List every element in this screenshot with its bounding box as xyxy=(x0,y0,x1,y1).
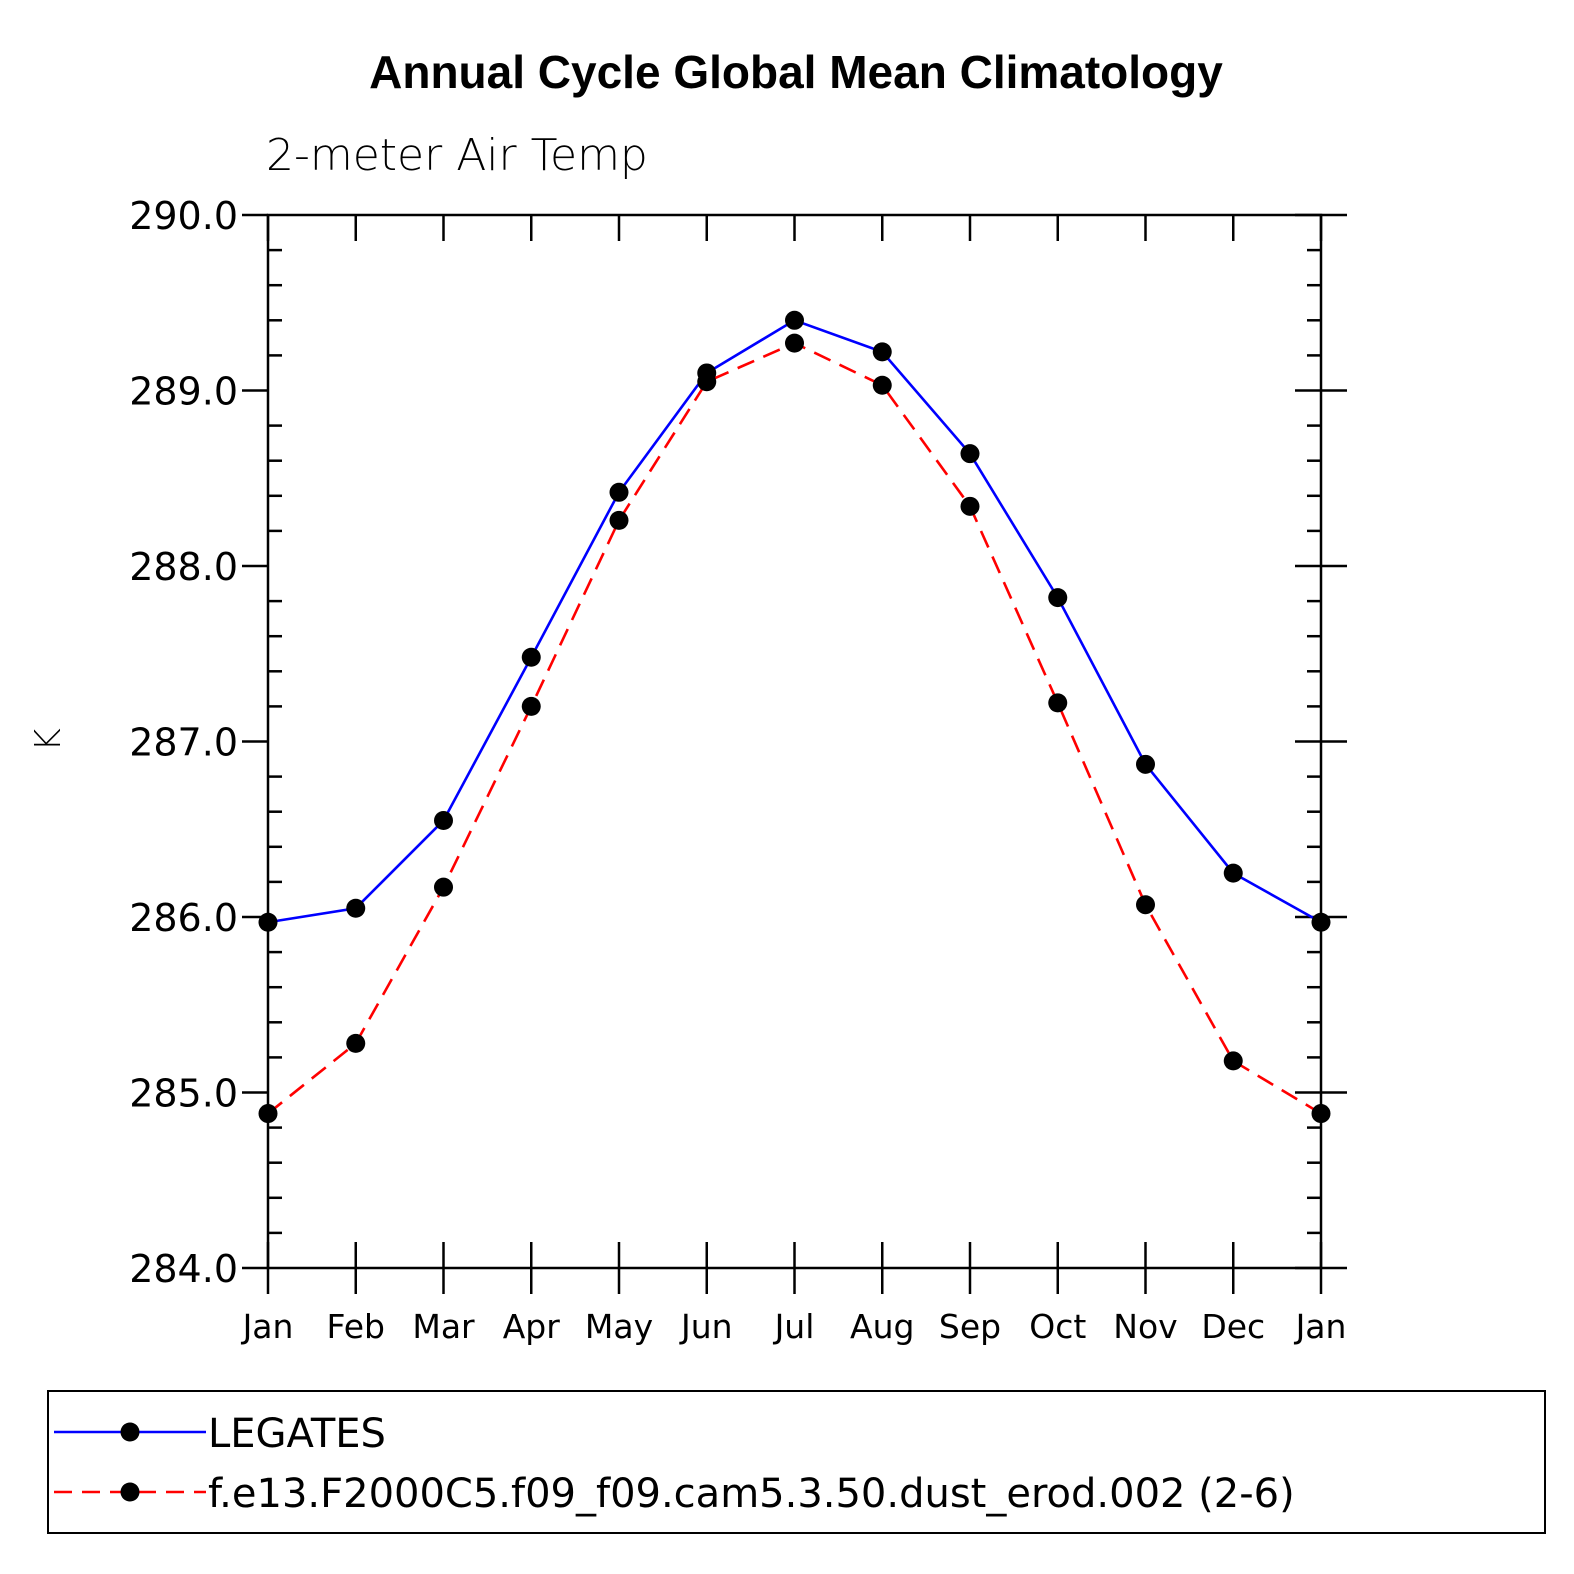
series-1-point xyxy=(960,444,980,464)
series-line-1 xyxy=(267,318,1322,924)
series-2-point xyxy=(1136,895,1155,915)
x-tick-label: Apr xyxy=(503,1307,561,1346)
x-tick-label: Mar xyxy=(412,1307,475,1346)
y-axis-label: K xyxy=(28,728,69,752)
series-2-point xyxy=(1223,1051,1243,1071)
y-tick-labels: 284.0 285.0 286.0 287.0 288.0 289.0 290.0 xyxy=(129,194,238,1291)
series-1-point xyxy=(785,310,804,330)
x-tick-label: Feb xyxy=(327,1307,385,1346)
legend-label-2: f.e13.F2000C5.f09_f09.cam5.3.50.dust_ero… xyxy=(208,1471,1295,1517)
series-1-point xyxy=(346,898,366,918)
y-tick-label: 286.0 xyxy=(129,896,238,940)
series-1-point xyxy=(609,482,629,502)
series-1-point xyxy=(1136,754,1155,774)
y-tick-label: 287.0 xyxy=(129,721,238,765)
chart-subtitle: 2-meter Air Temp xyxy=(266,130,648,181)
legend-box xyxy=(47,1390,1546,1534)
series-2-point xyxy=(346,1033,366,1053)
axis-ticks xyxy=(242,213,1347,1294)
series-1-point xyxy=(1223,863,1243,883)
legend-marker-1 xyxy=(120,1422,140,1442)
x-tick-label: May xyxy=(585,1307,653,1346)
series-1-point xyxy=(434,810,453,830)
x-tick-label: Oct xyxy=(1029,1307,1086,1346)
y-tick-label: 289.0 xyxy=(129,370,238,414)
x-tick-label: Jan xyxy=(241,1307,294,1346)
legend-marker-2 xyxy=(120,1482,140,1502)
series-2-point xyxy=(434,877,453,897)
x-tick-label: Dec xyxy=(1201,1307,1265,1346)
series-1-point xyxy=(872,342,892,362)
series-2-point xyxy=(697,372,717,392)
series-2-point xyxy=(609,510,629,530)
series-layer xyxy=(258,310,1331,1124)
series-line-2 xyxy=(267,341,1322,1115)
plot-frame xyxy=(266,213,1323,1270)
chart-title: Annual Cycle Global Mean Climatology xyxy=(369,46,1223,98)
series-1-point xyxy=(1048,588,1068,608)
x-tick-label: Aug xyxy=(850,1307,914,1346)
series-2-point xyxy=(521,696,541,716)
x-tick-label: Sep xyxy=(939,1307,1001,1346)
series-1-point xyxy=(1311,912,1331,932)
x-tick-label: Jan xyxy=(1294,1307,1347,1346)
y-tick-label: 290.0 xyxy=(129,194,238,238)
series-2-point xyxy=(872,375,892,395)
x-tick-label: Nov xyxy=(1113,1307,1177,1346)
series-2-point xyxy=(1048,693,1068,713)
series-1-point xyxy=(521,647,541,667)
legend-label-1: LEGATES xyxy=(208,1411,386,1457)
x-tick-label: Jul xyxy=(773,1307,815,1346)
x-tick-label: Jun xyxy=(679,1307,733,1346)
y-tick-label: 288.0 xyxy=(129,545,238,589)
y-tick-label: 284.0 xyxy=(129,1247,238,1291)
series-2-point xyxy=(785,333,804,353)
legend: LEGATES f.e13.F2000C5.f09_f09.cam5.3.50.d… xyxy=(47,1390,1546,1534)
y-tick-label: 285.0 xyxy=(129,1072,238,1116)
series-2-point xyxy=(960,496,980,516)
x-tick-labels: Jan Feb Mar Apr May Jun Jul Aug Sep Oct Nov Dec Jan xyxy=(241,1307,1347,1346)
series-1-point xyxy=(258,912,278,932)
series-2-point xyxy=(258,1104,278,1124)
legend-entries: LEGATES f.e13.F2000C5.f09_f09.cam5.3.50.d… xyxy=(54,1411,1295,1517)
series-2-point xyxy=(1311,1104,1331,1124)
